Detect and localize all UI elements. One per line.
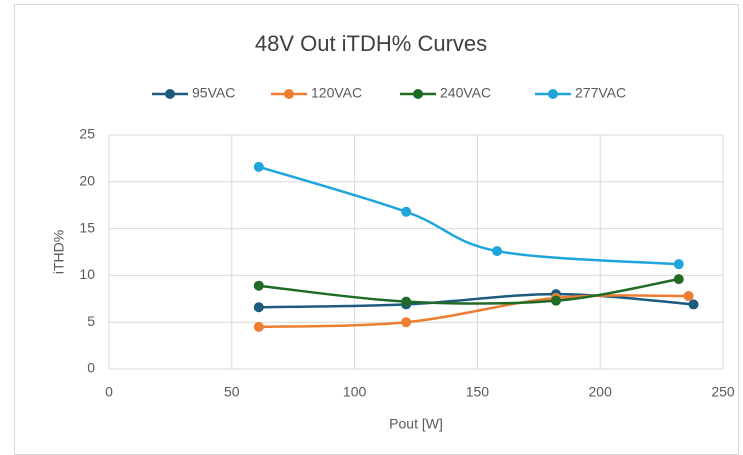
y-tick-label: 5 xyxy=(87,313,95,329)
series-line xyxy=(258,294,689,329)
data-point xyxy=(253,302,264,313)
y-axis-label: iTHD% xyxy=(51,230,67,274)
x-axis-label: Pout [W] xyxy=(389,416,443,432)
data-point xyxy=(401,296,412,307)
y-tick-label: 10 xyxy=(79,266,95,282)
data-point xyxy=(688,299,699,310)
legend-marker xyxy=(413,89,423,99)
x-tick-label: 100 xyxy=(343,384,367,400)
series-line xyxy=(258,292,694,309)
data-point xyxy=(492,246,503,257)
y-tick-label: 0 xyxy=(87,360,95,376)
legend-label: 240VAC xyxy=(440,85,491,101)
y-tick-label: 25 xyxy=(79,126,95,142)
data-point xyxy=(683,290,694,301)
chart-title: 48V Out iTDH% Curves xyxy=(255,31,487,56)
x-tick-label: 50 xyxy=(224,384,240,400)
series-line xyxy=(258,165,679,266)
data-point xyxy=(550,295,561,306)
data-point xyxy=(401,317,412,328)
y-tick-label: 20 xyxy=(79,173,95,189)
x-tick-label: 250 xyxy=(711,384,735,400)
x-tick-label: 150 xyxy=(466,384,490,400)
x-tick-label: 200 xyxy=(589,384,613,400)
legend-marker xyxy=(284,89,294,99)
legend-label: 95VAC xyxy=(192,85,235,101)
data-point xyxy=(253,321,264,332)
data-point xyxy=(253,161,264,172)
legend-label: 277VAC xyxy=(575,85,626,101)
series-line xyxy=(258,277,680,305)
data-point xyxy=(673,274,684,285)
x-tick-label: 0 xyxy=(105,384,113,400)
chart-border xyxy=(14,4,739,455)
data-point xyxy=(253,280,264,291)
legend-marker xyxy=(165,89,175,99)
legend-label: 120VAC xyxy=(311,85,362,101)
data-point xyxy=(673,259,684,270)
y-tick-label: 15 xyxy=(79,219,95,235)
data-point xyxy=(401,206,412,217)
legend-marker xyxy=(548,89,558,99)
